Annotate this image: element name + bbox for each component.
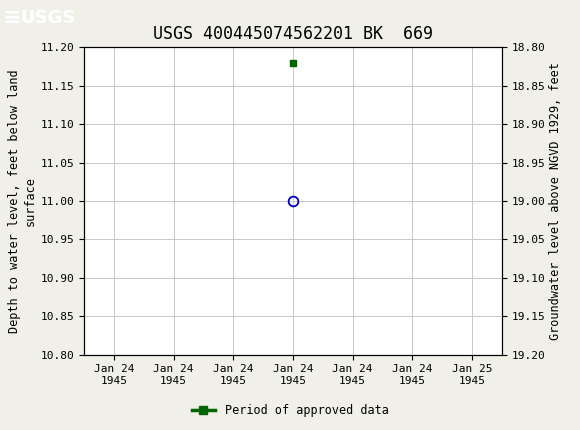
Title: USGS 400445074562201 BK  669: USGS 400445074562201 BK 669 [153,25,433,43]
Text: ≡: ≡ [3,8,21,28]
Text: USGS: USGS [20,9,75,27]
Y-axis label: Depth to water level, feet below land
surface: Depth to water level, feet below land su… [9,69,37,333]
Legend: Period of approved data: Period of approved data [187,399,393,422]
Y-axis label: Groundwater level above NGVD 1929, feet: Groundwater level above NGVD 1929, feet [549,62,563,340]
